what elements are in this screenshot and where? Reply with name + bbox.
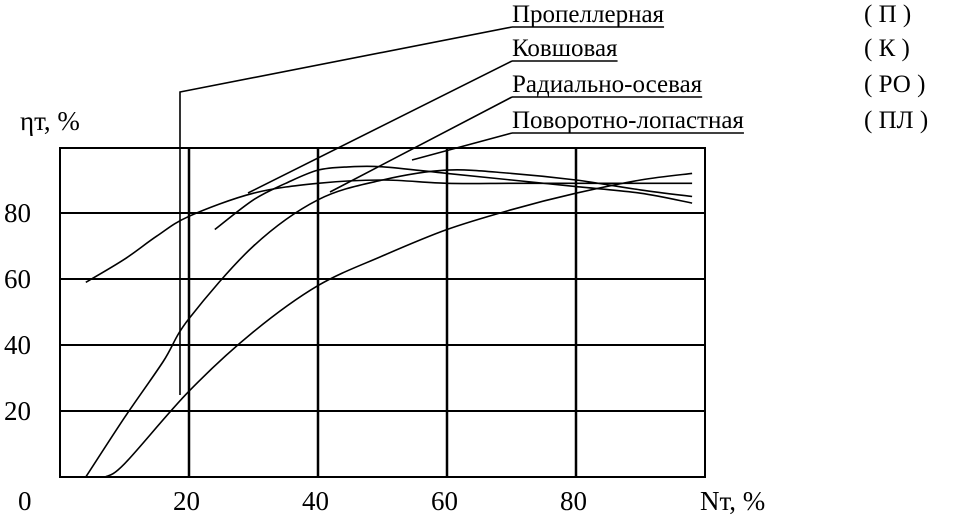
leader-kaplan — [411, 132, 513, 161]
legend-leader-lines — [179, 26, 513, 395]
x-tick-label: 80 — [560, 486, 587, 516]
curve-kaplan — [104, 172, 693, 478]
y-tick-label: 40 — [4, 330, 31, 360]
legend-kaplan-code: ( ПЛ ) — [864, 107, 928, 134]
x-axis-label: Nт, % — [700, 486, 765, 516]
x-tick-label: 40 — [302, 486, 329, 516]
legend-radial-axial-label: Радиально-осевая — [512, 71, 703, 98]
efficiency-curves — [85, 165, 693, 478]
leader-radial-axial — [329, 96, 513, 193]
legend: Пропеллерная ( П ) Ковшовая ( К ) Радиально-… — [512, 1, 928, 134]
grid — [59, 147, 706, 478]
legend-radial-axial-code: ( РО ) — [864, 71, 925, 98]
leader-pelton — [247, 60, 513, 194]
legend-kaplan-label: Поворотно-лопастная — [512, 107, 744, 134]
y-tick-label: 80 — [4, 198, 31, 228]
x-tick-label: 60 — [431, 486, 458, 516]
legend-propeller-label: Пропеллерная — [512, 1, 665, 28]
x-tick-label: 20 — [173, 486, 200, 516]
legend-propeller-code: ( П ) — [864, 1, 911, 28]
legend-pelton-code: ( К ) — [864, 35, 910, 62]
y-axis-label: ηт, % — [20, 106, 80, 136]
legend-pelton-label: Ковшовая — [512, 35, 618, 62]
leader-propeller — [179, 26, 513, 395]
curve-pelton — [85, 179, 693, 283]
tick-labels: 20 40 60 80 0 20 40 60 80 — [4, 198, 587, 516]
plot-frame — [59, 147, 706, 478]
curve-propeller — [85, 169, 693, 478]
origin-label: 0 — [18, 486, 32, 516]
y-tick-label: 60 — [4, 264, 31, 294]
y-tick-label: 20 — [4, 396, 31, 426]
